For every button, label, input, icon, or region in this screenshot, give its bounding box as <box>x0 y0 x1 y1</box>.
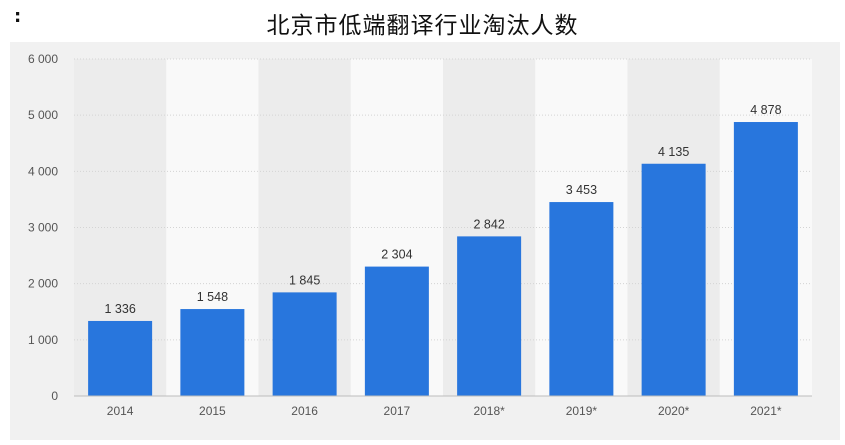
data-label: 2 304 <box>381 248 412 262</box>
bar <box>364 266 429 396</box>
x-tick-label: 2020* <box>658 404 690 418</box>
bar <box>641 163 706 396</box>
data-label: 3 453 <box>566 183 597 197</box>
bullet-marker: : <box>14 6 22 27</box>
data-label: 1 845 <box>289 273 320 287</box>
y-tick-label: 3 000 <box>28 221 58 235</box>
data-label: 1 336 <box>104 302 135 316</box>
y-tick-label: 1 000 <box>28 333 58 347</box>
x-tick-label: 2021* <box>750 404 782 418</box>
chart-title: 北京市低端翻译行业淘汰人数 <box>266 13 579 39</box>
data-label: 1 548 <box>197 290 228 304</box>
y-tick-label: 4 000 <box>28 164 58 178</box>
x-tick-label: 2016 <box>291 404 318 418</box>
bar <box>88 320 153 396</box>
x-tick-label: 2017 <box>384 404 411 418</box>
data-label: 2 842 <box>473 217 504 231</box>
x-tick-label: 2014 <box>107 404 134 418</box>
bar <box>733 122 798 397</box>
y-tick-label: 6 000 <box>28 52 58 66</box>
bar <box>457 236 522 396</box>
bar <box>549 202 614 396</box>
y-tick-label: 0 <box>51 389 58 403</box>
x-tick-label: 2019* <box>566 404 598 418</box>
data-label: 4 878 <box>750 103 781 117</box>
y-tick-label: 2 000 <box>28 277 58 291</box>
bar <box>180 309 245 396</box>
x-tick-label: 2015 <box>199 404 226 418</box>
y-tick-label: 5 000 <box>28 108 58 122</box>
data-label: 4 135 <box>658 145 689 159</box>
bar <box>272 292 337 396</box>
x-tick-label: 2018* <box>473 404 505 418</box>
